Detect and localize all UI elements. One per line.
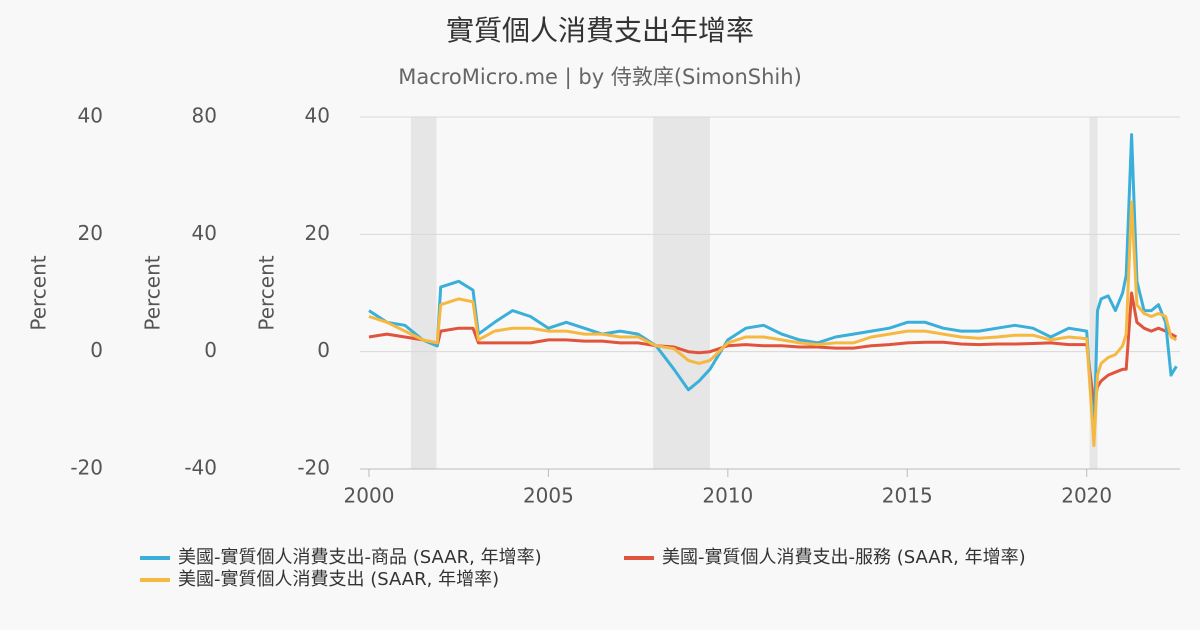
x-tick-label: 2010 [702, 484, 753, 508]
y-tick-label: 40 [192, 221, 217, 245]
y-tick-label: 80 [192, 104, 217, 128]
y-tick-label: 40 [305, 104, 330, 128]
x-tick-label: 2015 [882, 484, 933, 508]
y-axis-label: Percent [141, 255, 165, 330]
chart-title: 實質個人消費支出年增率 [446, 14, 754, 47]
chart-subtitle: MacroMicro.me | by 侍敦庠(SimonShih) [398, 65, 802, 90]
labels-layer: -20 0 20 40 -40 0 40 80 -20 0 20 40 2000 2005 2010 2015… [70, 104, 1112, 591]
y-axis-label: Percent [27, 255, 51, 330]
lines-layer [368, 133, 1178, 447]
y-tick-label: -20 [70, 456, 103, 480]
y-tick-label: 0 [317, 338, 330, 362]
grid-layer [360, 116, 1180, 477]
shading-layer [410, 117, 1098, 469]
legend-label: 美國-實質個人消費支出-商品 (SAAR, 年增率) [178, 547, 542, 568]
y-tick-label: 20 [305, 221, 330, 245]
y-tick-label: 40 [78, 104, 103, 128]
series-line [368, 200, 1178, 447]
legend-label: 美國-實質個人消費支出 (SAAR, 年增率) [178, 569, 499, 590]
y-tick-label: 0 [90, 338, 103, 362]
x-tick-label: 2000 [344, 484, 395, 508]
y-axis-label: Percent [255, 255, 279, 330]
x-tick-label: 2005 [523, 484, 574, 508]
y-tick-label: -40 [184, 456, 217, 480]
legend-label: 美國-實質個人消費支出-服務 (SAAR, 年增率) [662, 547, 1026, 568]
series-line [368, 133, 1178, 442]
y-tick-label: -20 [297, 456, 330, 480]
y-tick-label: 0 [204, 338, 217, 362]
recession-band [410, 117, 437, 469]
recession-band [653, 117, 710, 469]
x-tick-label: 2020 [1061, 484, 1112, 508]
recession-band [1089, 117, 1098, 469]
series-line [368, 291, 1178, 406]
y-tick-label: 20 [78, 221, 103, 245]
